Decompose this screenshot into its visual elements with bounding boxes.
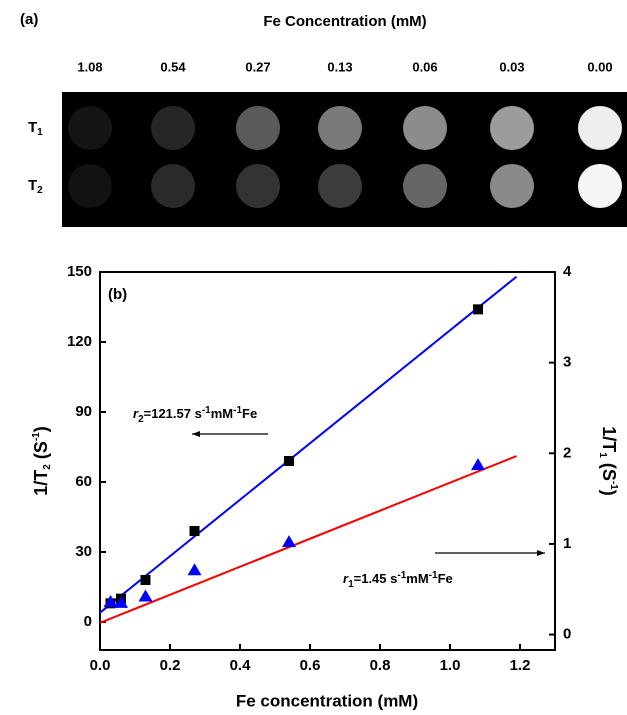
phantom (490, 164, 534, 208)
concentration-label: 0.54 (160, 59, 186, 74)
annotation-part: mM (211, 406, 233, 421)
y2-tick-label: 3 (563, 354, 571, 371)
marker (284, 456, 294, 466)
row-label-sub: 2 (37, 185, 43, 196)
y-label-part: ) (31, 426, 51, 432)
row-label-text: T (28, 119, 37, 136)
row-label-text: T (28, 177, 37, 194)
marker (141, 575, 151, 585)
panel-title: Fe Concentration (mM) (263, 13, 426, 30)
phantom (236, 164, 280, 208)
y-tick-label: 0 (84, 613, 92, 630)
row-label: T2 (28, 177, 43, 196)
y-label-part: 1/T (31, 470, 51, 496)
annotation-part: Fe (242, 406, 257, 421)
x-tick-label: 1.0 (440, 657, 461, 674)
annotation-part: =1.45 s (354, 571, 398, 586)
concentration-label: 0.13 (327, 59, 352, 74)
y2-label-part: 1/T (599, 426, 619, 452)
fit-line (100, 456, 517, 623)
phantom (578, 106, 622, 150)
phantom (151, 106, 195, 150)
y-label-part: (S (31, 441, 51, 464)
marker (190, 526, 200, 536)
y2-label-part: ) (599, 490, 619, 496)
concentration-label: 0.03 (499, 59, 524, 74)
fit-line (100, 277, 517, 613)
y-axis-label: 1/T2 (S-1) (31, 426, 53, 496)
phantom (490, 106, 534, 150)
panel-label: (b) (108, 286, 127, 303)
arrowhead (537, 550, 545, 556)
x-tick-label: 0.4 (230, 657, 252, 674)
phantom (236, 106, 280, 150)
concentration-label: 0.06 (412, 59, 437, 74)
x-axis-label: Fe concentration (mM) (236, 691, 418, 710)
annotation-part: Fe (438, 571, 453, 586)
x-tick-label: 0.0 (90, 657, 111, 674)
marker (188, 563, 202, 575)
phantom (68, 106, 112, 150)
x-tick-label: 0.6 (300, 657, 321, 674)
y-tick-label: 60 (75, 473, 92, 490)
row-label: T1 (28, 119, 43, 138)
panel-label: (a) (20, 11, 38, 28)
figure: (a) Fe Concentration (mM) T1 T2 (b) Fe c… (0, 0, 627, 715)
marker (139, 590, 153, 602)
plot-frame (100, 272, 555, 650)
arrowhead (192, 431, 200, 437)
x-tick-label: 1.2 (510, 657, 531, 674)
y2-label-part: (S (599, 458, 619, 481)
marker (471, 458, 485, 470)
phantom (318, 106, 362, 150)
marker (282, 535, 296, 547)
y2-tick-label: 4 (563, 263, 572, 280)
y-tick-label: 90 (75, 403, 92, 420)
phantom (68, 164, 112, 208)
row-label-sub: 1 (37, 127, 43, 138)
concentration-label: 0.27 (245, 59, 270, 74)
y-tick-label: 150 (67, 263, 92, 280)
annotation-part: =121.57 s (144, 406, 202, 421)
marker (473, 304, 483, 314)
concentration-label: 1.08 (77, 59, 102, 74)
phantom (403, 164, 447, 208)
x-tick-label: 0.8 (370, 657, 391, 674)
phantom (403, 106, 447, 150)
phantom (578, 164, 622, 208)
y-tick-label: 30 (75, 543, 92, 560)
phantom (151, 164, 195, 208)
phantom (318, 164, 362, 208)
y2-tick-label: 1 (563, 535, 571, 552)
y2-tick-label: 2 (563, 444, 571, 461)
concentration-label: 0.00 (587, 59, 612, 74)
annotation: r1=1.45 s-1mM-1Fe (343, 570, 453, 590)
annotation: r2=121.57 s-1mM-1Fe (133, 405, 257, 425)
y2-axis-label: 1/T1 (S-1) (597, 426, 619, 496)
x-tick-label: 0.2 (160, 657, 181, 674)
y2-tick-label: 0 (563, 626, 571, 643)
y-tick-label: 120 (67, 333, 92, 350)
annotation-part: mM (406, 571, 428, 586)
